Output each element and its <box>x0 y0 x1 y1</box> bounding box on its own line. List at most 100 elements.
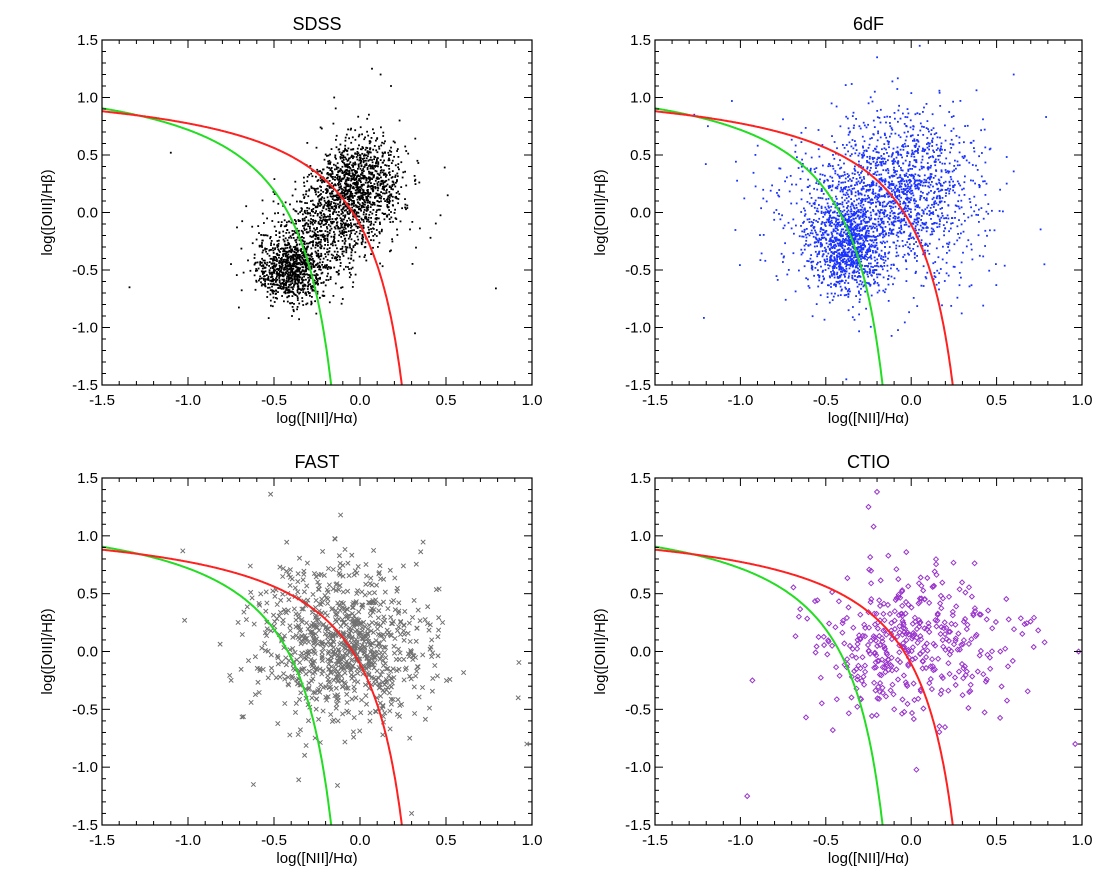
data-point <box>280 287 283 290</box>
data-point <box>391 170 394 172</box>
data-point <box>291 256 293 259</box>
data-point <box>335 134 338 137</box>
data-point <box>912 153 915 155</box>
data-point <box>288 236 290 239</box>
data-point <box>294 272 297 275</box>
data-point <box>242 271 245 274</box>
data-point <box>314 244 317 246</box>
data-point <box>944 189 947 191</box>
data-point <box>343 176 346 179</box>
data-point <box>939 149 941 152</box>
data-point <box>824 269 827 271</box>
data-point <box>358 156 361 159</box>
x-axis-label: log([NII]/Hα) <box>276 410 357 427</box>
data-point <box>349 161 352 164</box>
data-point <box>353 195 356 197</box>
data-point <box>827 210 829 212</box>
data-point <box>380 180 383 183</box>
data-point <box>836 218 839 221</box>
data-point <box>343 250 345 253</box>
data-point <box>841 222 844 224</box>
data-point <box>811 268 814 271</box>
data-point <box>897 109 900 112</box>
data-point <box>340 236 343 238</box>
data-point <box>973 150 976 153</box>
data-point <box>347 128 349 131</box>
data-point <box>276 258 278 261</box>
data-point <box>405 208 407 211</box>
data-point <box>377 246 379 248</box>
data-point <box>279 261 282 264</box>
data-point <box>859 229 862 231</box>
data-point <box>905 268 908 270</box>
data-point <box>344 190 346 193</box>
data-point <box>357 174 360 177</box>
data-point <box>980 175 983 178</box>
data-point <box>819 245 822 248</box>
data-point <box>257 267 260 270</box>
data-point <box>329 267 332 270</box>
data-point <box>292 285 295 288</box>
data-point <box>381 141 383 144</box>
data-point <box>837 222 839 224</box>
data-point <box>348 177 350 180</box>
data-point <box>302 237 305 239</box>
data-point <box>910 211 912 213</box>
data-point <box>822 253 825 256</box>
data-point <box>300 236 303 239</box>
data-point <box>868 248 871 250</box>
data-point <box>272 247 274 250</box>
data-point <box>853 226 856 228</box>
data-point <box>262 273 264 275</box>
data-point <box>318 241 321 243</box>
data-point <box>332 212 334 215</box>
data-point <box>286 246 289 249</box>
data-point <box>883 235 886 238</box>
data-point <box>893 220 896 223</box>
data-point <box>309 220 312 223</box>
data-point <box>328 203 330 205</box>
data-point <box>906 108 909 110</box>
data-point <box>285 225 287 227</box>
data-point <box>417 162 420 164</box>
data-point <box>261 212 264 215</box>
data-point <box>809 243 812 246</box>
data-point <box>382 181 384 184</box>
data-point <box>329 192 331 195</box>
data-point <box>948 190 951 192</box>
data-point <box>832 269 834 272</box>
data-point <box>398 168 400 171</box>
data-point <box>843 171 846 174</box>
data-point <box>910 153 913 156</box>
data-point <box>324 255 327 258</box>
data-point <box>325 177 328 180</box>
data-point <box>325 265 328 268</box>
data-point <box>324 284 327 287</box>
data-point <box>298 292 300 295</box>
data-point <box>346 176 349 179</box>
data-point <box>931 203 933 206</box>
data-point <box>855 181 858 184</box>
data-point <box>356 151 359 153</box>
data-point <box>352 215 354 218</box>
data-point <box>352 155 355 158</box>
data-point <box>302 258 305 261</box>
data-point <box>361 206 363 209</box>
data-point <box>288 256 290 258</box>
data-point <box>295 263 298 265</box>
data-point <box>374 186 376 188</box>
data-point <box>344 197 347 199</box>
data-point <box>331 190 333 193</box>
data-point <box>875 184 878 187</box>
data-point <box>344 182 346 185</box>
data-point <box>963 141 965 144</box>
data-point <box>866 167 869 170</box>
data-point <box>940 184 942 187</box>
data-point <box>270 244 272 246</box>
data-point <box>280 285 282 288</box>
data-point <box>335 146 338 149</box>
data-point <box>353 173 356 176</box>
data-point <box>876 273 878 276</box>
data-point <box>263 271 266 273</box>
data-point <box>341 298 344 300</box>
